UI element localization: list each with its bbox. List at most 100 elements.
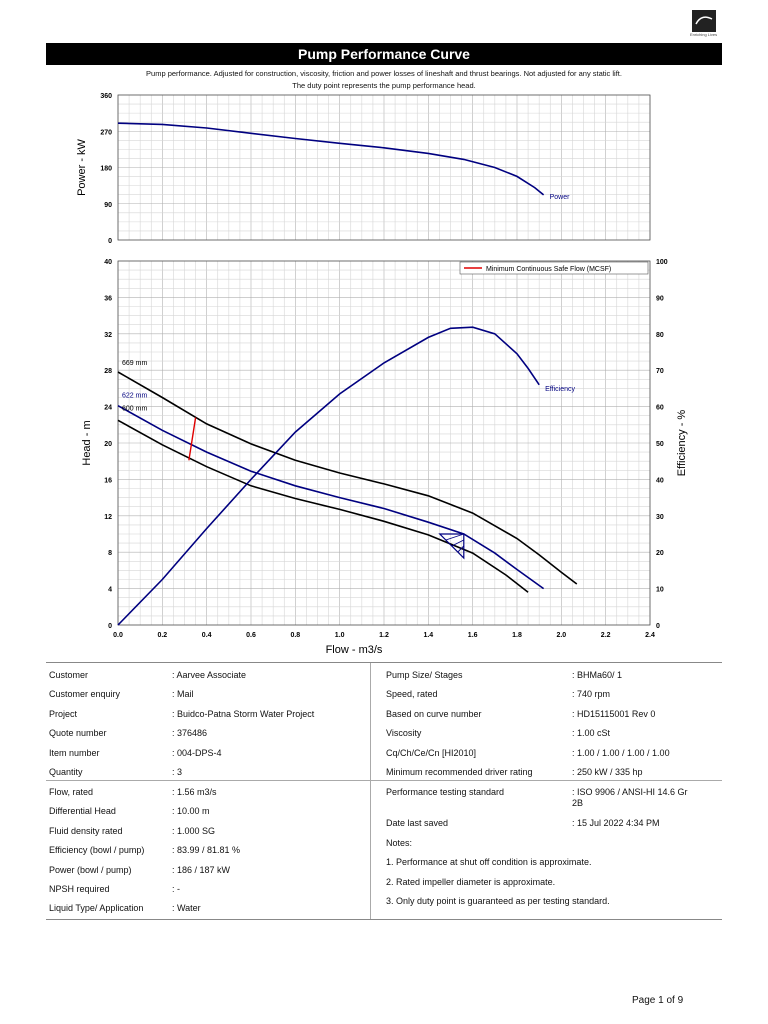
y-tick-label: 8 — [108, 550, 112, 557]
field-value: : Buidco-Patna Storm Water Project — [172, 708, 315, 719]
y-tick-label: 0 — [108, 238, 112, 245]
field-label: Fluid density rated — [49, 825, 123, 836]
duty-point-hatch — [457, 545, 465, 553]
duty-point-hatch — [445, 533, 464, 541]
y2-tick-label: 20 — [656, 550, 664, 557]
efficiency-label: Efficiency — [545, 386, 575, 393]
field-label: Quote number — [49, 728, 107, 739]
x-axis-label: Flow - m3/s — [326, 644, 383, 656]
subtitle-line-1: Pump performance. Adjusted for construct… — [146, 69, 622, 78]
y-tick-label: 20 — [104, 441, 112, 448]
power-curve-label: Power — [550, 194, 571, 201]
field-label: 2. Rated impeller diameter is approximat… — [386, 876, 556, 887]
y-tick-label: 0 — [108, 623, 112, 630]
y2-tick-label: 90 — [656, 295, 664, 302]
head-curve-600-mm — [117, 419, 529, 593]
field-label: Performance testing standard — [386, 787, 505, 797]
section-divider — [46, 780, 722, 781]
x-tick-label: 2.2 — [601, 632, 611, 639]
page-number: Page 1 of 9 — [632, 995, 684, 1006]
curve-label: 669 mm — [122, 360, 147, 367]
x-tick-label: 1.2 — [379, 632, 389, 639]
chart-subtitle: Pump performance. Adjusted for construct… — [46, 68, 722, 92]
y-tick-label: 24 — [104, 405, 112, 412]
x-tick-label: 0.6 — [246, 632, 256, 639]
column-divider — [370, 663, 371, 919]
x-tick-label: 0.0 — [113, 632, 123, 639]
y2-tick-label: 80 — [656, 332, 664, 339]
y2-tick-label: 100 — [656, 259, 668, 266]
x-tick-label: 1.6 — [468, 632, 478, 639]
y-tick-label: 12 — [104, 514, 112, 521]
field-value: : HD15115001 Rev 0 — [572, 708, 656, 719]
field-label: Date last saved — [386, 818, 449, 828]
field-value: : 004-DPS-4 — [172, 747, 222, 758]
y-tick-label: 90 — [104, 202, 112, 209]
power-curve — [117, 122, 545, 196]
x-tick-label: 1.4 — [423, 632, 433, 639]
y2-tick-label: 10 — [656, 587, 664, 594]
x-tick-label: 0.4 — [202, 632, 212, 639]
field-value: : 1.56 m3/s — [172, 787, 217, 797]
x-tick-label: 0.2 — [157, 632, 167, 639]
field-value: : 1.00 cSt — [572, 728, 611, 739]
page-title: Pump Performance Curve — [46, 43, 722, 65]
field-label: Based on curve number — [386, 708, 482, 719]
plot-frame — [117, 260, 651, 626]
field-value: : 250 kW / 335 hp — [572, 767, 643, 777]
y-tick-label: 36 — [104, 295, 112, 302]
x-tick-label: 2.4 — [645, 632, 655, 639]
field-label: Viscosity — [386, 728, 422, 739]
y2-tick-label: 0 — [656, 623, 660, 630]
field-label: Flow, rated — [49, 787, 94, 797]
field-label: Customer — [49, 670, 89, 680]
y2-axis-label: Efficiency - % — [676, 410, 688, 477]
legend-box — [459, 261, 649, 275]
plot-frame — [117, 94, 651, 241]
y-tick-label: 360 — [100, 93, 112, 100]
field-value: : 186 / 187 kW — [172, 864, 231, 875]
y2-tick-label: 60 — [656, 405, 664, 412]
field-value: : - — [172, 884, 180, 894]
field-value: : Water — [172, 903, 201, 914]
x-tick-label: 1.0 — [335, 632, 345, 639]
y2-tick-label: 70 — [656, 368, 664, 375]
field-value: : ISO 9906 / ANSI-HI 14.6 Gr — [572, 787, 688, 797]
mcsf-line — [188, 417, 197, 461]
field-label: Minimum recommended driver rating — [386, 767, 533, 777]
field-label: Liquid Type/ Application — [49, 903, 144, 914]
field-value: : Mail — [172, 689, 194, 700]
x-tick-label: 1.8 — [512, 632, 522, 639]
field-label: Notes: — [386, 838, 413, 848]
x-tick-label: 2.0 — [556, 632, 566, 639]
y2-tick-label: 30 — [656, 514, 664, 521]
field-value: : Aarvee Associate — [172, 670, 247, 680]
field-value: : BHMa60/ 1 — [572, 670, 623, 680]
field-value: : 3 — [172, 767, 183, 777]
subtitle-line-2: The duty point represents the pump perfo… — [292, 81, 476, 90]
y-tick-label: 16 — [104, 477, 112, 484]
field-label: Pump Size/ Stages — [386, 670, 463, 680]
field-value: : 740 rpm — [572, 689, 611, 700]
y-tick-label: 28 — [104, 368, 112, 375]
head-curve-669-mm — [117, 371, 578, 585]
field-label: Power (bowl / pump) — [49, 864, 132, 875]
curve-label: 600 mm — [122, 405, 147, 412]
field-value: : 83.99 / 81.81 % — [172, 845, 241, 856]
duty-point-hatch — [451, 539, 465, 547]
y2-tick-label: 40 — [656, 477, 664, 484]
logo-caption: Enriching Lives — [690, 32, 718, 37]
field-label: Project — [49, 708, 78, 719]
field-value: : 1.00 / 1.00 / 1.00 / 1.00 — [572, 747, 670, 758]
efficiency-curve — [117, 326, 540, 626]
field-value: : 1.000 SG — [172, 825, 216, 836]
y-axis-label: Head - m — [81, 420, 93, 465]
y-tick-label: 4 — [108, 587, 112, 594]
field-label: Item number — [49, 747, 100, 758]
y2-tick-label: 50 — [656, 441, 664, 448]
field-label: 3. Only duty point is guaranteed as per … — [386, 896, 610, 907]
field-label: NPSH required — [49, 884, 110, 894]
y-tick-label: 40 — [104, 259, 112, 266]
y-tick-label: 270 — [100, 129, 112, 136]
y-tick-label: 180 — [100, 166, 112, 173]
